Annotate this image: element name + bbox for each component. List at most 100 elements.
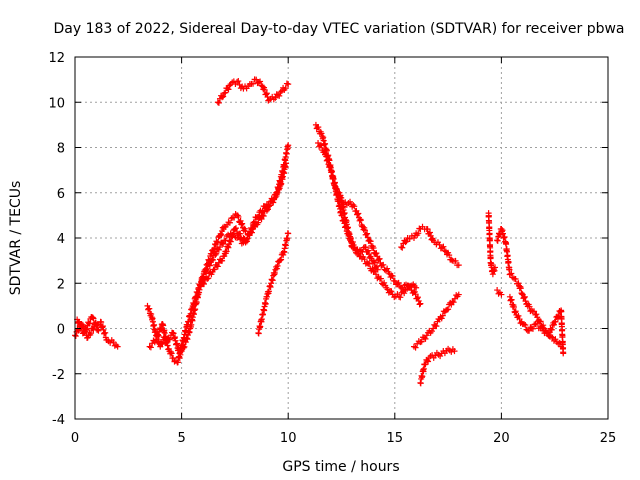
data-point-fill — [94, 326, 101, 333]
data-point-fill — [244, 235, 251, 242]
data-point-fill — [425, 358, 432, 365]
data-point — [153, 336, 160, 343]
series-track-13 — [417, 345, 458, 387]
data-point-fill — [399, 244, 406, 251]
data-point-fill — [216, 243, 223, 250]
data-point-fill — [335, 188, 342, 195]
data-point-fill — [174, 359, 181, 366]
data-point — [285, 81, 292, 88]
data-point — [238, 221, 245, 228]
data-point-fill — [424, 226, 431, 233]
data-point-fill — [222, 89, 229, 96]
data-point-fill — [164, 342, 171, 349]
chart-title: Day 183 of 2022, Sidereal Day-to-day VTE… — [53, 21, 624, 37]
data-point-fill — [214, 263, 221, 270]
x-tick-label: 15 — [387, 431, 404, 446]
data-point-fill — [370, 244, 377, 251]
data-point-fill — [315, 124, 322, 131]
y-axis-ticks: -4 -2 0 2 4 6 8 10 12 — [48, 51, 608, 428]
data-point-fill — [441, 247, 448, 254]
data-point-fill — [445, 306, 452, 313]
x-tick-label: 10 — [280, 431, 297, 446]
data-point — [283, 160, 290, 167]
data-point — [285, 230, 292, 237]
data-point-fill — [273, 265, 280, 272]
data-point-fill — [213, 250, 220, 257]
data-point-fill — [145, 306, 152, 313]
data-point-fill — [215, 246, 222, 253]
data-point-fill — [548, 326, 555, 333]
data-point-fill — [370, 258, 377, 265]
data-point-fill — [399, 286, 406, 293]
data-point-fill — [206, 262, 213, 269]
data-point-fill — [111, 342, 118, 349]
data-point-fill — [546, 332, 553, 339]
data-point-fill — [235, 78, 242, 85]
data-point — [506, 271, 513, 278]
data-point-fill — [361, 256, 368, 263]
data-point-fill — [350, 244, 357, 251]
series-track-11 — [398, 223, 462, 269]
data-point-fill — [381, 279, 388, 286]
x-tick-label: 20 — [493, 431, 510, 446]
data-point-fill — [438, 315, 445, 322]
series-track-4 — [146, 142, 292, 357]
data-point-fill — [255, 79, 262, 86]
data-point-fill — [277, 89, 284, 96]
data-point — [398, 244, 405, 251]
data-point-fill — [522, 321, 529, 328]
data-point-fill — [113, 342, 120, 349]
data-point-fill — [388, 288, 395, 295]
y-axis-label: SDTVAR / TECUs — [8, 181, 24, 296]
data-point-fill — [402, 239, 409, 246]
series-track-6 — [214, 76, 292, 106]
data-point-fill — [148, 311, 155, 318]
data-point-fill — [250, 80, 257, 87]
y-tick-label: 0 — [57, 323, 65, 338]
data-point-fill — [265, 202, 272, 209]
data-point-fill — [211, 266, 218, 273]
data-point-fill — [276, 92, 283, 99]
data-point-fill — [205, 275, 212, 282]
data-point-fill — [397, 294, 404, 301]
data-point-fill — [248, 226, 255, 233]
data-point-fill — [415, 230, 422, 237]
data-point-fill — [89, 314, 96, 321]
series-track-9 — [315, 139, 424, 308]
data-point-fill — [218, 231, 225, 238]
data-point-fill — [373, 263, 380, 270]
data-point-fill — [416, 301, 423, 308]
data-marks — [72, 76, 567, 387]
data-point-fill — [376, 255, 383, 262]
data-point-fill — [367, 238, 374, 245]
data-point — [170, 354, 177, 361]
data-point-fill — [412, 291, 419, 298]
data-point-fill — [258, 216, 265, 223]
data-point-fill — [228, 215, 235, 222]
data-point — [199, 280, 206, 287]
data-point-fill — [166, 336, 173, 343]
data-point — [146, 343, 153, 350]
y-tick-label: 10 — [48, 96, 65, 111]
data-point-fill — [529, 325, 536, 332]
data-point-fill — [93, 322, 100, 329]
data-point-fill — [384, 265, 391, 272]
y-tick-label: -4 — [52, 413, 65, 428]
data-point-fill — [537, 318, 544, 325]
data-point-fill — [235, 213, 242, 220]
series-track-7 — [255, 230, 292, 337]
data-point-fill — [146, 305, 153, 312]
data-point-fill — [426, 229, 433, 236]
data-point-fill — [246, 232, 253, 239]
data-point-fill — [154, 331, 161, 338]
data-point-fill — [204, 265, 211, 272]
data-point-fill — [552, 318, 559, 325]
data-point-fill — [280, 251, 287, 258]
data-point-fill — [155, 332, 162, 339]
data-point-fill — [220, 93, 227, 100]
series-track-10 — [336, 189, 381, 273]
data-point — [391, 277, 398, 284]
data-point-fill — [318, 142, 325, 149]
series-track-12 — [410, 291, 462, 351]
data-point-fill — [212, 251, 219, 258]
